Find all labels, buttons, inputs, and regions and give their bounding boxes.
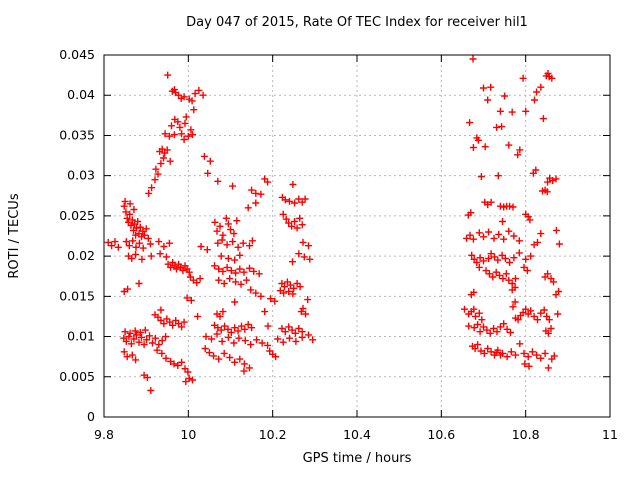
- y-tick-label: 0.045: [59, 47, 95, 62]
- x-tick-label: 9.8: [94, 427, 114, 442]
- x-tick-label: 10.4: [343, 427, 371, 442]
- data-points: [104, 55, 563, 394]
- gridlines: [104, 55, 610, 417]
- y-tick-label: 0.025: [59, 208, 95, 223]
- y-tick-label: 0.02: [67, 248, 95, 263]
- y-tick-label: 0.005: [59, 369, 95, 384]
- x-tick-label: 10.6: [427, 427, 455, 442]
- y-tick-label: 0.04: [67, 87, 95, 102]
- plot-border: [103, 54, 611, 418]
- y-tick-label: 0.015: [59, 288, 95, 303]
- chart-title: Day 047 of 2015, Rate Of TEC Index for r…: [186, 15, 528, 30]
- y-tick-label: 0.03: [67, 168, 95, 183]
- y-tick-label: 0.01: [67, 329, 95, 344]
- x-tick-label: 10: [180, 427, 196, 442]
- x-tick-label: 10.8: [512, 427, 540, 442]
- x-tick-label: 11: [602, 427, 618, 442]
- x-axis-label: GPS time / hours: [302, 451, 412, 466]
- x-tick-label: 10.2: [259, 427, 287, 442]
- y-tick-label: 0.035: [59, 127, 95, 142]
- y-tick-label: 0: [87, 409, 95, 424]
